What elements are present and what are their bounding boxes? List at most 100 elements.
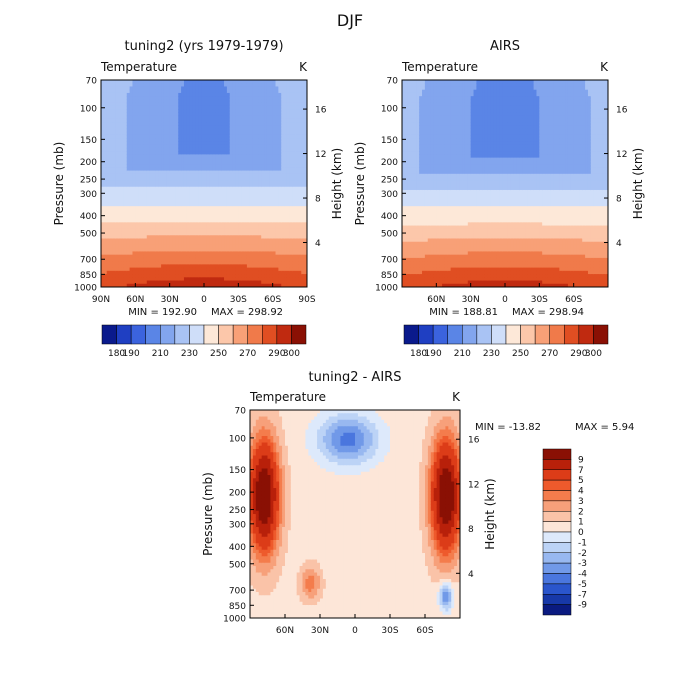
contour-cell — [118, 189, 122, 194]
contour-cell — [129, 225, 134, 230]
contour-cell — [410, 274, 415, 278]
contour-cell — [275, 274, 279, 278]
contour-cell — [166, 212, 171, 217]
contour-cell — [189, 215, 194, 220]
contour-cell — [198, 270, 202, 275]
contour-cell — [135, 109, 139, 113]
contour-cell — [181, 261, 185, 265]
contour-cell — [407, 254, 412, 259]
contour-cell — [181, 109, 185, 113]
contour-cell — [115, 99, 119, 104]
contour-cell — [123, 228, 128, 233]
contour-cell — [278, 177, 282, 181]
contour-cell — [286, 206, 291, 210]
contour-cell — [218, 99, 222, 104]
contour-cell — [244, 267, 248, 272]
contour-cell — [229, 248, 234, 253]
contour-cell — [284, 254, 288, 259]
contour-cell — [404, 277, 409, 282]
contour-cell — [155, 248, 159, 253]
contour-cell — [407, 105, 412, 110]
contour-cell — [407, 261, 412, 265]
contour-cell — [126, 257, 131, 262]
contour-cell — [198, 209, 202, 214]
contour-cell — [115, 92, 119, 97]
contour-cell — [218, 199, 222, 204]
contour-cell — [149, 244, 154, 249]
contour-cell — [235, 189, 239, 194]
contour-cell — [261, 241, 265, 246]
contour-cell — [407, 112, 412, 117]
contour-cell — [118, 186, 122, 191]
contour-cell — [183, 261, 188, 265]
contour-cell — [292, 228, 297, 233]
contour-cell — [204, 196, 208, 201]
contour-cell — [281, 115, 285, 120]
contour-cell — [209, 144, 214, 149]
contour-cell — [215, 89, 219, 94]
contour-cell — [121, 251, 125, 256]
contour-cell — [258, 164, 262, 168]
contour-cell — [189, 241, 194, 246]
contour-cell — [264, 215, 268, 220]
contour-cell — [241, 138, 245, 143]
contour-cell — [138, 212, 142, 217]
contour-cell — [141, 118, 145, 123]
contour-cell — [215, 128, 219, 133]
contour-cell — [404, 199, 409, 204]
contour-cell — [404, 232, 409, 236]
contour-cell — [229, 228, 234, 233]
contour-cell — [224, 89, 228, 94]
contour-cell — [201, 199, 205, 204]
contour-cell — [192, 86, 197, 91]
contour-cell — [198, 134, 202, 139]
contour-cell — [226, 164, 231, 168]
contour-cell — [212, 206, 217, 210]
contour-cell — [224, 199, 228, 204]
contour-cell — [143, 241, 148, 246]
contour-cell — [266, 102, 271, 107]
contour-cell — [186, 138, 191, 143]
contour-cell — [195, 206, 199, 210]
contour-cell — [201, 134, 205, 139]
contour-cell — [186, 241, 191, 246]
contour-cell — [103, 206, 108, 210]
contour-cell — [192, 193, 197, 198]
contour-cell — [172, 164, 176, 168]
contour-cell — [295, 131, 300, 136]
contour-cell — [192, 118, 197, 123]
contour-cell — [407, 144, 412, 149]
contour-cell — [126, 173, 131, 178]
contour-cell — [272, 157, 277, 162]
contour-cell — [232, 151, 237, 155]
contour-cell — [266, 222, 271, 227]
contour-cell — [189, 173, 194, 178]
contour-cell — [115, 283, 119, 287]
contour-cell — [118, 99, 122, 104]
contour-cell — [146, 134, 151, 139]
contour-cell — [304, 134, 307, 139]
contour-cell — [272, 277, 277, 282]
contour-cell — [115, 151, 119, 155]
contour-cell — [143, 232, 148, 236]
contour-cell — [152, 125, 156, 130]
contour-cell — [166, 280, 171, 285]
contour-cell — [178, 105, 182, 110]
contour-cell — [235, 193, 239, 198]
contour-cell — [209, 277, 214, 282]
contour-cell — [252, 96, 257, 101]
contour-cell — [172, 138, 176, 143]
contour-cell — [198, 244, 202, 249]
contour-cell — [118, 248, 122, 253]
contour-cell — [138, 147, 142, 152]
contour-cell — [275, 189, 279, 194]
contour-cell — [152, 122, 156, 126]
contour-cell — [183, 241, 188, 246]
contour-cell — [289, 277, 294, 282]
contour-cell — [115, 244, 119, 249]
contour-cell — [275, 248, 279, 253]
contour-cell — [161, 157, 165, 162]
contour-cell — [235, 248, 239, 253]
contour-cell — [204, 177, 208, 181]
contour-cell — [264, 89, 268, 94]
